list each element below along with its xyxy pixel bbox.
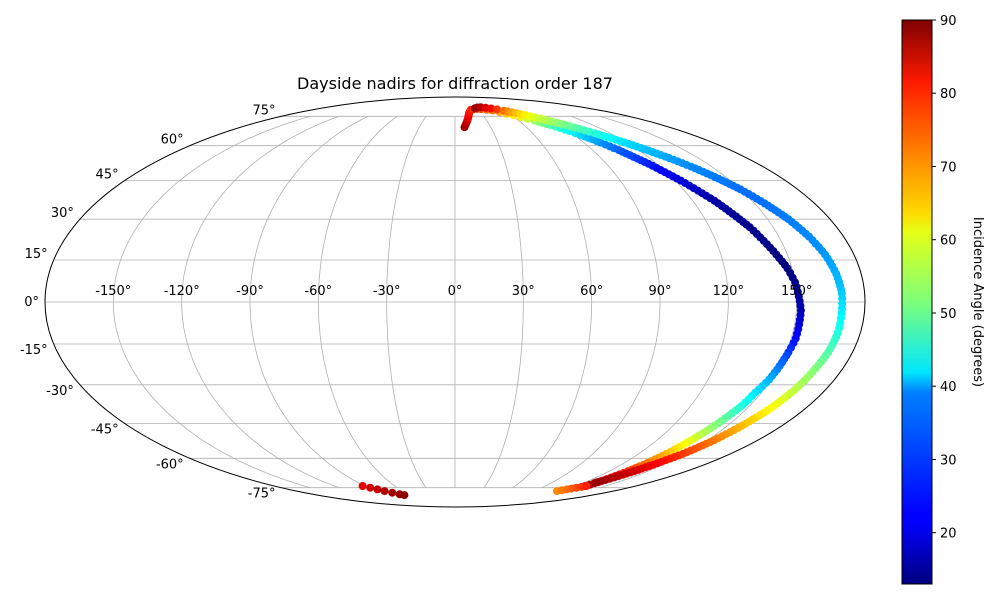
colorbar-ticks: 90 80 70 60 50 40 30 20 xyxy=(932,14,957,542)
latitude-tick-label: -75° xyxy=(248,487,276,502)
data-point xyxy=(373,485,382,494)
latitude-tick-label: 0° xyxy=(24,295,39,310)
chart-title: Dayside nadirs for diffraction order 187 xyxy=(297,74,613,93)
latitude-tick-label: -45° xyxy=(91,422,119,437)
data-points xyxy=(358,103,847,500)
colorbar-tick-label: 70 xyxy=(940,161,957,176)
data-point xyxy=(487,104,496,113)
longitude-tick-labels: -150° -120° -90° -60° -30° 0° 30° 60° 90° 120° 150… xyxy=(95,284,812,299)
longitude-tick-label: 150° xyxy=(781,284,812,299)
data-point xyxy=(493,105,502,114)
data-point xyxy=(582,482,591,490)
latitude-tick-label: -15° xyxy=(20,343,48,358)
data-point xyxy=(358,482,367,490)
longitude-tick-label: 90° xyxy=(648,284,671,299)
latitude-tick-label: 75° xyxy=(252,103,275,118)
latitude-tick-label: 15° xyxy=(25,247,48,262)
colorbar-tick-label: 60 xyxy=(940,234,957,249)
colorbar-tick-label: 40 xyxy=(940,380,957,395)
data-point xyxy=(366,483,375,492)
colorbar: 90 80 70 60 50 40 30 20 Incidence Angle (degree… xyxy=(901,14,985,585)
map-outline xyxy=(44,96,866,508)
longitude-tick-label: -90° xyxy=(236,284,264,299)
longitude-tick-label: -30° xyxy=(373,284,401,299)
longitude-tick-label: 30° xyxy=(512,284,535,299)
grid xyxy=(45,115,865,489)
latitude-tick-label: -60° xyxy=(156,457,184,472)
colorbar-tick-label: 90 xyxy=(940,14,957,29)
colorbar-tick-label: 80 xyxy=(940,87,957,102)
latitude-tick-labels: 75° 60° 45° 30° 15° 0° -15° -30° -45° -60° -75° xyxy=(20,103,276,501)
colorbar-label: Incidence Angle (degrees) xyxy=(970,217,985,387)
colorbar-tick-label: 50 xyxy=(940,307,957,322)
data-point xyxy=(388,488,397,497)
longitude-tick-label: 0° xyxy=(448,284,463,299)
data-point xyxy=(592,478,601,487)
colorbar-tick-label: 20 xyxy=(940,527,957,542)
colorbar-tick-label: 30 xyxy=(940,454,957,469)
longitude-tick-label: 120° xyxy=(713,284,744,299)
colorbar-gradient xyxy=(901,19,933,585)
latitude-tick-label: 45° xyxy=(96,168,119,183)
longitude-tick-label: -120° xyxy=(164,284,200,299)
longitude-tick-label: -60° xyxy=(304,284,332,299)
longitude-tick-label: -150° xyxy=(95,284,131,299)
data-point xyxy=(400,491,409,500)
latitude-tick-label: 30° xyxy=(51,206,74,221)
latitude-tick-label: -30° xyxy=(46,384,74,399)
latitude-tick-label: 60° xyxy=(161,133,184,148)
data-point xyxy=(380,487,389,496)
longitude-tick-label: 60° xyxy=(580,284,603,299)
